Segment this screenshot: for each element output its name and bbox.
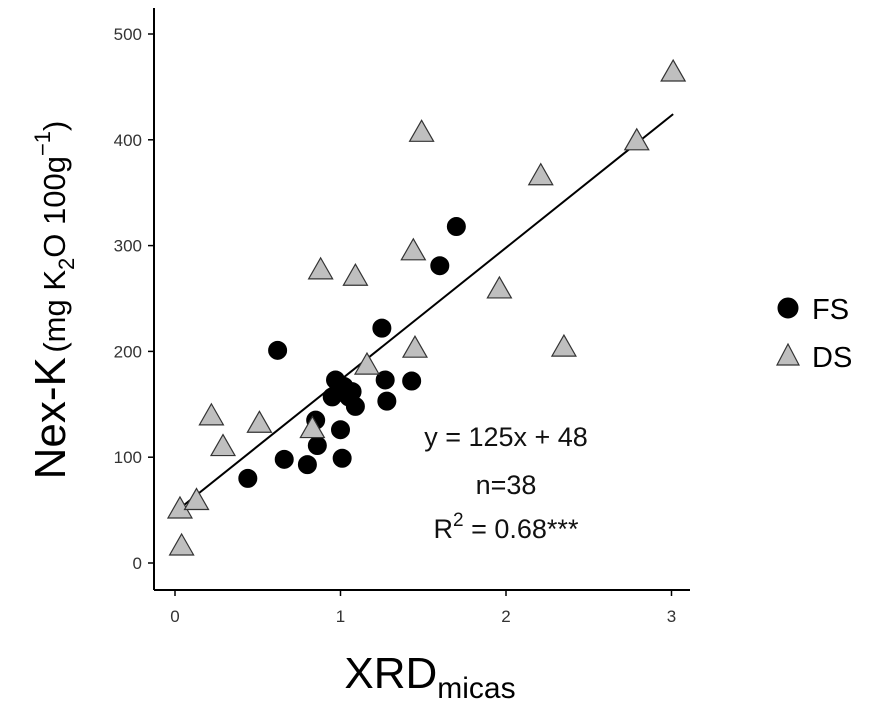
ds-point: [353, 351, 381, 375]
equation-annotation: y = 125x + 48: [424, 422, 588, 452]
fs-point: [446, 217, 466, 237]
ds-point: [246, 410, 273, 433]
y-axis-title: Nex-K (mg K2O 100g−1): [26, 121, 79, 480]
ds-point: [400, 237, 427, 261]
x-axis-title-sub: micas: [437, 672, 515, 704]
ds-point: [660, 58, 687, 82]
y-axis-title-units-post: ): [37, 121, 72, 131]
ds-point: [209, 433, 237, 457]
ds-point: [408, 119, 435, 142]
y-tick-label: 200: [114, 342, 142, 361]
fs-point: [345, 396, 365, 416]
x-axis-title: XRDmicas: [344, 649, 515, 704]
ds-point: [307, 256, 334, 280]
r2-sup: 2: [453, 510, 464, 531]
regression-line: [179, 113, 674, 510]
fs-point: [307, 436, 327, 456]
ds-point: [527, 162, 554, 186]
data-points: [166, 58, 687, 556]
x-tick-label: 1: [336, 607, 345, 626]
r2-suffix: = 0.68***: [464, 514, 579, 544]
y-tick-label: 0: [133, 554, 142, 573]
legend-fs-label: FS: [812, 294, 849, 326]
y-tick-label: 100: [114, 448, 142, 467]
fs-point: [402, 371, 422, 391]
x-axis-title-main: XRD: [344, 649, 437, 698]
x-axis-ticks: 0 1 2 3: [170, 590, 676, 626]
ds-point: [168, 532, 195, 556]
x-tick-label: 0: [170, 607, 179, 626]
fs-point: [375, 370, 395, 390]
r2-prefix: R: [434, 514, 454, 544]
ds-point: [183, 487, 210, 511]
y-tick-label: 500: [114, 25, 142, 44]
ds-point: [486, 275, 513, 299]
fs-point: [331, 420, 350, 440]
ds-point: [299, 415, 326, 439]
y-tick-label: 400: [114, 131, 142, 150]
ds-point: [342, 263, 369, 286]
fs-point: [377, 391, 397, 411]
x-tick-label: 2: [501, 607, 510, 626]
ds-point: [550, 333, 577, 357]
y-axis-title-main: Nex-K: [26, 357, 75, 479]
fs-point: [238, 468, 258, 488]
x-tick-label: 3: [667, 607, 676, 626]
ds-point: [401, 334, 429, 358]
legend-ds-marker: [776, 342, 800, 366]
y-axis-title-units-pre: (mg K: [37, 270, 72, 353]
fs-point: [297, 455, 317, 475]
ds-point: [623, 127, 650, 151]
y-axis-ticks: 0 100 200 300 400 500: [114, 25, 154, 573]
y-axis-title-units-sub: 2: [54, 258, 79, 270]
fs-point: [372, 318, 392, 338]
y-tick-label: 300: [114, 237, 142, 256]
legend-fs-marker: [777, 297, 799, 319]
fs-point: [430, 256, 450, 276]
n-annotation: n=38: [476, 470, 537, 500]
y-axis-title-units-sup: −1: [30, 131, 55, 156]
legend: FS DS: [776, 294, 852, 374]
fs-point: [268, 340, 288, 360]
fs-point: [274, 449, 294, 469]
ds-point: [198, 402, 225, 426]
fs-point: [332, 448, 352, 468]
r2-annotation: R2 = 0.68***: [434, 510, 579, 544]
y-axis-title-units-mid: O 100g: [37, 156, 72, 258]
legend-ds-label: DS: [812, 342, 852, 374]
